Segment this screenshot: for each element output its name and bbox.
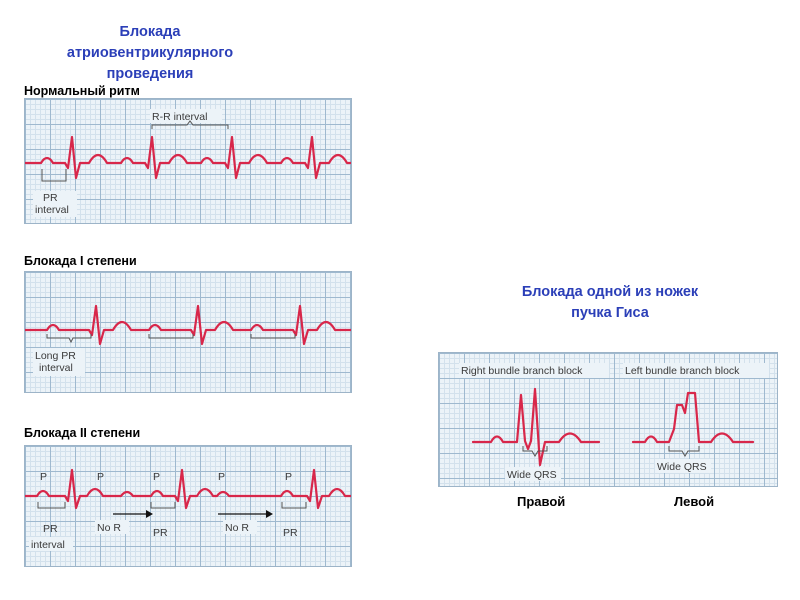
long-pr-label-line2: interval — [39, 362, 73, 374]
no-r-label-bg-2 — [223, 520, 257, 534]
pr-interval-bg — [29, 537, 73, 551]
normal-rhythm-svg: R-R interval PR interval — [25, 109, 351, 217]
lbbb-trace — [631, 391, 755, 444]
p-label-2: P — [97, 471, 104, 483]
rbbb-qrs-bracket — [522, 446, 548, 457]
pr-bracket — [41, 169, 67, 182]
first-degree-ecg: Long PR interval — [24, 271, 352, 393]
rbbb-wide-qrs-label: Wide QRS — [507, 469, 557, 481]
no-r-arrowhead-1 — [146, 510, 153, 518]
right-caption: Правой — [517, 494, 566, 509]
long-pr-label-bg — [33, 348, 85, 376]
rbbb-wide-qrs-bg — [505, 467, 561, 481]
rr-interval-label: R-R interval — [152, 111, 207, 123]
av-block-title: Блокада атриовентрикулярного проведения — [40, 22, 260, 85]
bundle-branch-svg: Right bundle branch block Left bundle br… — [459, 363, 769, 481]
lbbb-qrs-bracket — [668, 446, 700, 457]
p-label-3: P — [153, 471, 160, 483]
lbbb-wide-qrs-label: Wide QRS — [657, 461, 707, 473]
long-pr-label-line1: Long PR — [35, 350, 76, 362]
p-label-4: P — [218, 471, 225, 483]
no-r-label-2: No R — [225, 522, 249, 534]
normal-rhythm-ecg: R-R interval PR interval — [24, 98, 352, 224]
pr-label-line1: PR — [43, 192, 58, 204]
pr-bracket-1 — [37, 502, 66, 509]
first-degree-trace — [25, 304, 351, 346]
p-label-5: P — [285, 471, 292, 483]
pr-label-bg — [33, 191, 77, 217]
long-pr-bracket-3 — [250, 334, 296, 339]
long-pr-bracket-2 — [148, 334, 194, 339]
long-pr-bracket-1 — [46, 334, 92, 344]
no-r-arrowhead-2 — [266, 510, 273, 518]
second-degree-svg: P P P P P No R No R PR PR PR interval — [25, 468, 351, 551]
first-degree-label: Блокада I степени — [24, 254, 137, 268]
no-r-label-1: No R — [97, 522, 121, 534]
pr-label-line2: interval — [35, 204, 69, 216]
left-caption: Левой — [674, 494, 715, 509]
lbbb-header: Left bundle branch block — [625, 365, 740, 377]
normal-rhythm-label: Нормальный ритм — [24, 84, 140, 98]
lbbb-header-bg — [623, 363, 769, 378]
rr-bracket — [151, 120, 229, 129]
pr-label-2: PR — [153, 527, 168, 539]
pr-label-3: PR — [283, 527, 298, 539]
pr-bracket-2 — [150, 502, 176, 509]
bundle-branch-ecg: Right bundle branch block Left bundle br… — [438, 352, 778, 487]
pr-bracket-3 — [281, 502, 307, 509]
bundle-block-title: Блокада одной из ножек пучка Гиса — [490, 282, 730, 324]
av-block-title-line1: Блокада атриовентрикулярного — [66, 24, 234, 61]
lbbb-wide-qrs-bg — [655, 459, 711, 473]
no-r-label-bg-1 — [95, 520, 129, 534]
bundle-block-title-line2: пучка Гиса — [571, 305, 649, 321]
normal-rhythm-trace — [25, 135, 351, 180]
p-label-1: P — [40, 471, 47, 483]
second-degree-ecg: P P P P P No R No R PR PR PR interval — [24, 445, 352, 567]
pr-label-1: PR — [43, 523, 58, 535]
av-block-title-line2: проведения — [106, 66, 194, 82]
rbbb-trace — [471, 387, 601, 467]
second-degree-label: Блокада II степени — [24, 426, 141, 440]
first-degree-svg: Long PR interval — [25, 304, 351, 376]
bundle-block-title-line1: Блокада одной из ножек — [521, 284, 699, 300]
second-degree-trace — [25, 468, 351, 510]
rbbb-header: Right bundle branch block — [461, 365, 583, 377]
pr-interval-label: interval — [31, 539, 65, 551]
rr-label-bg — [150, 109, 222, 123]
rbbb-header-bg — [459, 363, 609, 378]
